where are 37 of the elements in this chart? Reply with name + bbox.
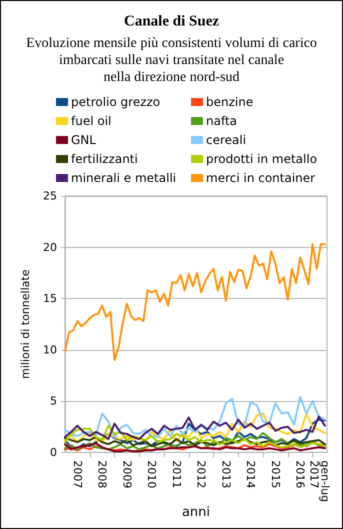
y-tick-label: 5	[50, 394, 57, 408]
legend-label: merci in container	[206, 171, 316, 185]
x-tick-label: 2010	[145, 460, 158, 488]
x-tick-label: 2014	[244, 460, 258, 488]
x-tick-label: 2007	[70, 460, 84, 488]
x-tick-label: 2016	[294, 460, 307, 488]
legend-label: prodotti in metallo	[206, 152, 318, 166]
x-tick-label: 2013	[219, 460, 232, 488]
x-tick-label: 2008	[96, 460, 109, 488]
chart-title: Canale di Suez	[124, 14, 220, 30]
legend-label: benzine	[206, 95, 254, 109]
legend-label: minerali e metalli	[71, 171, 176, 185]
line-series	[64, 436, 326, 448]
y-tick-label: 10	[43, 343, 57, 356]
legend-label: fuel oil	[71, 114, 112, 128]
x-tick-label: 2011	[170, 460, 183, 488]
legend-label: petrolio grezzo	[71, 95, 160, 109]
x-tick-label: 2015	[268, 460, 282, 488]
y-tick-label: 20	[43, 240, 57, 254]
line-series	[64, 396, 326, 438]
line-series	[64, 418, 326, 450]
x-tick-label: gen-lug 2017	[308, 460, 332, 502]
x-tick-label: 2009	[120, 460, 134, 488]
legend-label: GNL	[71, 133, 96, 147]
line-series	[64, 432, 326, 450]
line-series	[64, 243, 326, 362]
legend-label: nafta	[206, 114, 238, 128]
line-series	[64, 424, 326, 448]
y-tick-label: 15	[43, 292, 57, 306]
legend-label: cereali	[206, 133, 246, 147]
y-axis-title: milioni di tonnellate	[19, 269, 32, 379]
y-tick-label: 25	[43, 190, 57, 202]
y-tick-label: 0	[50, 446, 57, 459]
legend-label: fertilizzanti	[71, 152, 138, 166]
x-axis-title: anni	[182, 505, 210, 520]
x-tick-label: 2012	[194, 460, 208, 488]
chart-subtitle: Evoluzione mensile più consistenti volumi di carico imbarcati sulle navi transitate nel canale nella direzione nord-sud	[26, 36, 317, 85]
